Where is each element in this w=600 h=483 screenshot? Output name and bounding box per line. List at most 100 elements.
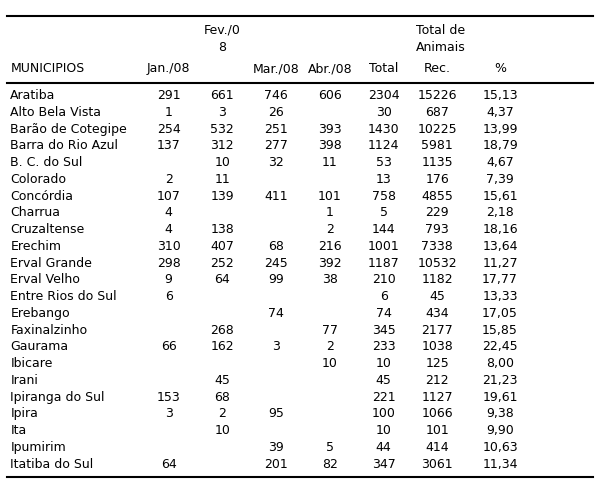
Text: Ipumirim: Ipumirim [10,441,66,454]
Text: Entre Rios do Sul: Entre Rios do Sul [10,290,117,303]
Text: Faxinalzinho: Faxinalzinho [10,324,88,337]
Text: 2177: 2177 [421,324,453,337]
Text: Concórdia: Concórdia [10,190,73,203]
Text: 407: 407 [211,240,234,253]
Text: Ita: Ita [10,424,26,437]
Text: 74: 74 [376,307,392,320]
Text: 19,61: 19,61 [482,391,518,404]
Text: %: % [494,62,506,75]
Text: 17,05: 17,05 [482,307,518,320]
Text: 2: 2 [164,173,173,186]
Text: MUNICIPIOS: MUNICIPIOS [10,62,85,75]
Text: Alto Bela Vista: Alto Bela Vista [10,106,101,119]
Text: 687: 687 [425,106,449,119]
Text: 2,18: 2,18 [486,206,514,219]
Text: 18,16: 18,16 [482,223,518,236]
Text: 254: 254 [157,123,181,136]
Text: 68: 68 [214,391,230,404]
Text: 9,38: 9,38 [486,408,514,421]
Text: 15,85: 15,85 [482,324,518,337]
Text: 1: 1 [164,106,173,119]
Text: 13: 13 [376,173,391,186]
Text: 68: 68 [268,240,284,253]
Text: 7,39: 7,39 [486,173,514,186]
Text: 3061: 3061 [422,458,453,471]
Text: 2: 2 [326,341,334,354]
Text: Ipiranga do Sul: Ipiranga do Sul [10,391,105,404]
Text: Mar./08: Mar./08 [253,62,299,75]
Text: 144: 144 [372,223,395,236]
Text: 3: 3 [218,106,226,119]
Text: 10532: 10532 [418,256,457,270]
Text: 233: 233 [372,341,395,354]
Text: 99: 99 [268,273,284,286]
Text: 125: 125 [425,357,449,370]
Text: 74: 74 [268,307,284,320]
Text: 4,67: 4,67 [486,156,514,169]
Text: 82: 82 [322,458,338,471]
Text: 9: 9 [164,273,173,286]
Text: 8,00: 8,00 [486,357,514,370]
Text: 10: 10 [376,357,392,370]
Text: 10: 10 [214,156,230,169]
Text: 138: 138 [211,223,234,236]
Text: 1124: 1124 [368,140,400,152]
Text: 139: 139 [211,190,234,203]
Text: 8: 8 [218,41,226,54]
Text: 38: 38 [322,273,338,286]
Text: 10: 10 [376,424,392,437]
Text: 2: 2 [218,408,226,421]
Text: 216: 216 [318,240,341,253]
Text: 4: 4 [164,223,173,236]
Text: 298: 298 [157,256,181,270]
Text: 268: 268 [211,324,234,337]
Text: 1: 1 [326,206,334,219]
Text: 15,13: 15,13 [482,89,518,102]
Text: 176: 176 [425,173,449,186]
Text: 10,63: 10,63 [482,441,518,454]
Text: Ibicare: Ibicare [10,357,53,370]
Text: 95: 95 [268,408,284,421]
Text: 245: 245 [264,256,288,270]
Text: 277: 277 [264,140,288,152]
Text: Charrua: Charrua [10,206,61,219]
Text: Erval Velho: Erval Velho [10,273,80,286]
Text: 100: 100 [371,408,395,421]
Text: 39: 39 [268,441,284,454]
Text: Ipira: Ipira [10,408,38,421]
Text: 1066: 1066 [422,408,453,421]
Text: Fev./0: Fev./0 [204,24,241,37]
Text: Gaurama: Gaurama [10,341,68,354]
Text: Total: Total [369,62,398,75]
Text: 5981: 5981 [421,140,453,152]
Text: 64: 64 [161,458,176,471]
Text: 9,90: 9,90 [486,424,514,437]
Text: 1135: 1135 [422,156,453,169]
Text: 201: 201 [264,458,288,471]
Text: 345: 345 [372,324,395,337]
Text: 66: 66 [161,341,176,354]
Text: Colorado: Colorado [10,173,67,186]
Text: 18,79: 18,79 [482,140,518,152]
Text: 10: 10 [322,357,338,370]
Text: 758: 758 [371,190,395,203]
Text: 17,77: 17,77 [482,273,518,286]
Text: 434: 434 [425,307,449,320]
Text: 162: 162 [211,341,234,354]
Text: 661: 661 [211,89,234,102]
Text: 153: 153 [157,391,181,404]
Text: 4: 4 [164,206,173,219]
Text: Irani: Irani [10,374,38,387]
Text: 101: 101 [318,190,342,203]
Text: 2: 2 [326,223,334,236]
Text: 32: 32 [268,156,284,169]
Text: 392: 392 [318,256,341,270]
Text: 212: 212 [425,374,449,387]
Text: Cruzaltense: Cruzaltense [10,223,85,236]
Text: 11,34: 11,34 [482,458,518,471]
Text: 229: 229 [425,206,449,219]
Text: 4855: 4855 [421,190,453,203]
Text: 1187: 1187 [368,256,400,270]
Text: 347: 347 [372,458,395,471]
Text: 137: 137 [157,140,181,152]
